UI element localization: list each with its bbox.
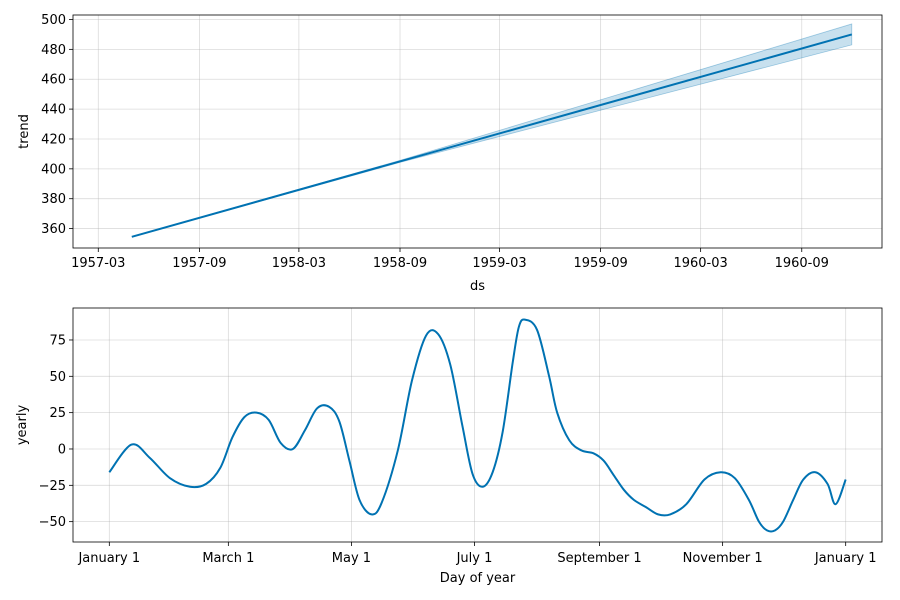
trend-y-tick-label: 460 <box>41 73 66 88</box>
trend-x-axis-label: ds <box>470 279 485 294</box>
trend-y-tick-label: 440 <box>41 103 66 118</box>
trend-y-tick-label: 380 <box>41 192 66 207</box>
yearly-x-tick-label: September 1 <box>557 551 641 566</box>
yearly-x-tick-label: May 1 <box>332 551 371 566</box>
trend-x-tick-label: 1959-03 <box>472 256 526 271</box>
trend-x-tick-label: 1960-03 <box>673 256 727 271</box>
yearly-x-tick-label: July 1 <box>456 551 493 566</box>
yearly-y-axis-label: yearly <box>15 405 30 446</box>
trend-x-tick-label: 1957-03 <box>71 256 125 271</box>
yearly-y-tick-label: 50 <box>49 370 66 385</box>
trend-panel: 1957-03 1957-09 1958-03 1958-09 1959-03 1959-… <box>17 13 883 294</box>
trend-y-axis-label: trend <box>17 114 32 149</box>
trend-series-line <box>131 33 853 238</box>
trend-x-tick-label: 1960-09 <box>775 256 829 271</box>
trend-y-tick-label: 480 <box>41 43 66 58</box>
trend-x-tick-label: 1958-03 <box>272 256 326 271</box>
trend-x-tick-label: 1958-09 <box>373 256 427 271</box>
yearly-axes-frame <box>72 307 883 543</box>
yearly-y-tick-label: 75 <box>49 333 66 348</box>
yearly-x-tick-label: March 1 <box>202 551 254 566</box>
trend-y-tick-label: 400 <box>41 162 66 177</box>
yearly-plot-area <box>73 308 882 542</box>
yearly-y-tick-label: 0 <box>58 442 66 457</box>
yearly-series-line <box>108 318 847 533</box>
yearly-x-tick-label: January 1 <box>77 551 140 566</box>
yearly-x-tick-label: November 1 <box>683 551 763 566</box>
yearly-y-tick-label: −50 <box>39 515 66 530</box>
yearly-y-tick-label: 25 <box>49 406 66 421</box>
yearly-x-axis-label: Day of year <box>440 571 516 586</box>
trend-axes-frame <box>72 14 883 249</box>
trend-y-tick-label: 500 <box>41 13 66 28</box>
trend-x-tick-label: 1957-09 <box>172 256 226 271</box>
yearly-y-tick-label: −25 <box>39 479 66 494</box>
yearly-panel: January 1 March 1 May 1 July 1 September 1 No… <box>15 307 883 586</box>
yearly-x-tick-label: January 1 <box>814 551 877 566</box>
trend-y-tick-label: 420 <box>41 132 66 147</box>
trend-y-tick-label: 360 <box>41 222 66 237</box>
trend-x-tick-label: 1959-09 <box>573 256 627 271</box>
trend-plot-area <box>73 15 882 248</box>
